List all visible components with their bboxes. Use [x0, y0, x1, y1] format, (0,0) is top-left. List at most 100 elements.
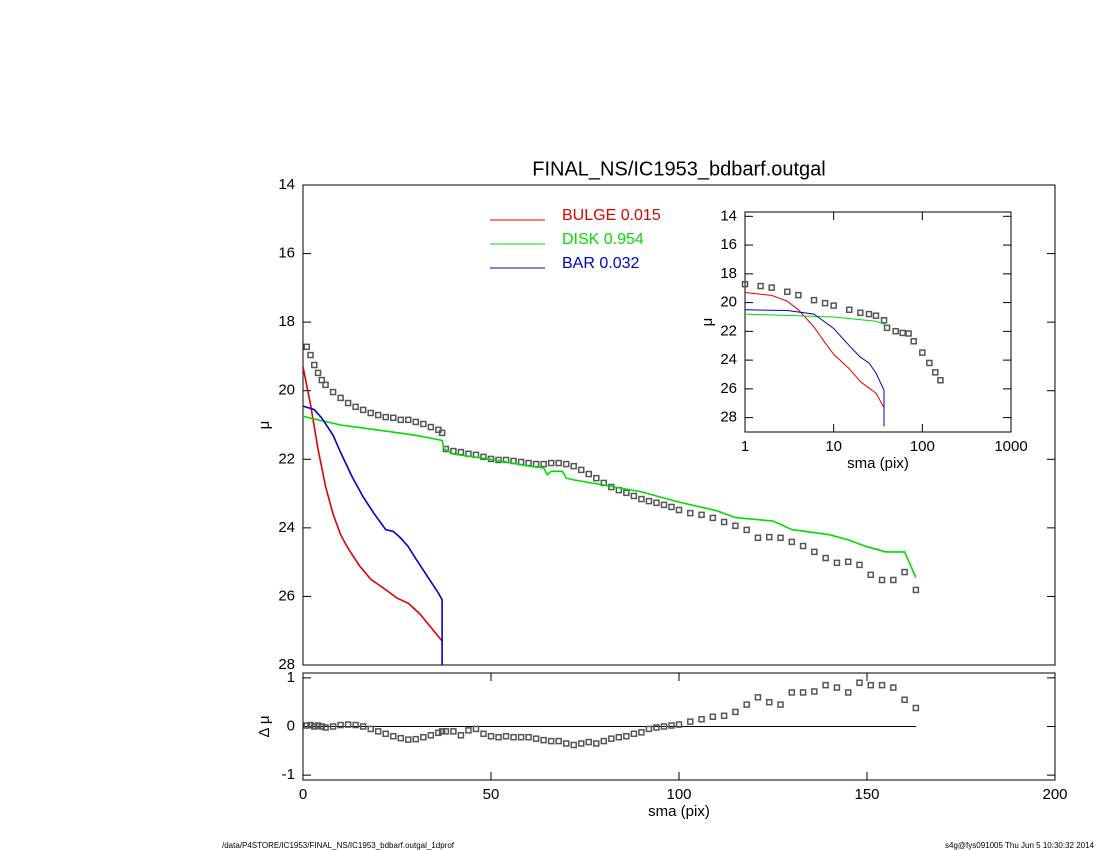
- data-point: [457, 732, 465, 739]
- data-point: [532, 460, 540, 468]
- data-point: [821, 299, 829, 307]
- data-point: [905, 330, 912, 337]
- data-point: [532, 735, 540, 742]
- data-point: [743, 526, 750, 534]
- footer-left: /data/P4STORE/IC1953/FINAL_NS/IC1953_bdb…: [222, 841, 455, 850]
- data-point: [799, 542, 807, 550]
- data-point: [502, 732, 510, 740]
- data-point: [472, 725, 480, 733]
- data-point: [912, 704, 920, 712]
- x-axis-label: sma (pix): [847, 455, 909, 472]
- data-point: [777, 534, 784, 542]
- data-point: [540, 736, 547, 744]
- data-point: [329, 388, 337, 396]
- data-point: [822, 681, 829, 689]
- y-tick-label: 14: [278, 176, 295, 193]
- model-line: [302, 405, 443, 665]
- data-point: [687, 718, 694, 725]
- data-point: [359, 406, 367, 414]
- data-point: [630, 730, 638, 738]
- x-tick-label: 150: [854, 786, 879, 803]
- data-point: [668, 722, 675, 729]
- y-tick-label: 1: [287, 669, 295, 686]
- data-point: [412, 418, 420, 426]
- data-point: [638, 729, 645, 736]
- data-point: [405, 736, 412, 743]
- data-point: [653, 499, 660, 507]
- data-point: [525, 459, 532, 467]
- data-point: [932, 369, 939, 376]
- data-point: [303, 343, 311, 351]
- data-point: [926, 359, 933, 367]
- data-point: [615, 733, 623, 741]
- data-point: [322, 381, 329, 389]
- main-frame: [302, 184, 1056, 666]
- data-point: [427, 423, 435, 431]
- data-point: [822, 554, 829, 562]
- data-point: [311, 723, 318, 730]
- data-point: [442, 728, 450, 735]
- y-tick-label: 24: [278, 519, 295, 536]
- data-point: [892, 327, 899, 335]
- data-point: [720, 518, 728, 526]
- data-point: [867, 571, 875, 579]
- legend-label: DISK 0.954: [562, 231, 644, 248]
- data-point: [314, 369, 322, 377]
- data-point: [754, 694, 762, 701]
- y-tick-label: -1: [282, 766, 295, 783]
- data-point: [698, 715, 705, 723]
- data-point: [799, 689, 807, 696]
- data-point: [768, 284, 775, 291]
- data-point: [438, 728, 446, 735]
- data-point: [322, 724, 329, 731]
- data-point: [585, 470, 593, 478]
- data-point: [480, 730, 487, 738]
- data-point: [412, 735, 420, 743]
- data-point: [435, 729, 442, 737]
- data-point: [593, 740, 600, 747]
- data-point: [311, 361, 318, 369]
- y-tick-label: 26: [720, 380, 737, 397]
- data-point: [307, 721, 314, 729]
- data-point: [765, 698, 773, 706]
- data-point: [420, 420, 427, 428]
- model-line: [744, 292, 885, 427]
- x-tick-label: 200: [1042, 786, 1067, 803]
- data-point: [577, 466, 585, 474]
- data-point: [846, 306, 853, 314]
- x-tick-label: 1000: [994, 438, 1027, 455]
- data-point: [653, 724, 660, 731]
- x-tick-label: 10: [825, 438, 842, 455]
- chart-title: FINAL_NS/IC1953_bdbarf.outgal: [532, 158, 826, 180]
- data-point: [555, 737, 562, 745]
- data-point: [777, 701, 784, 708]
- data-point: [374, 411, 382, 419]
- data-point: [833, 559, 841, 567]
- x-tick-label: 100: [666, 786, 691, 803]
- data-point: [901, 696, 908, 703]
- data-point: [585, 738, 593, 746]
- data-point: [405, 416, 412, 424]
- data-point: [382, 730, 389, 738]
- data-point: [510, 733, 517, 741]
- footer-right: s4g@fys091005 Thu Jun 5 10:30:32 2014: [945, 841, 1095, 850]
- model-line: [302, 415, 917, 578]
- data-point: [517, 733, 525, 741]
- data-point: [303, 722, 311, 729]
- data-point: [833, 684, 841, 691]
- data-point: [811, 548, 818, 556]
- data-point: [495, 733, 502, 741]
- data-point: [878, 576, 886, 584]
- y-tick-label: 0: [287, 717, 295, 734]
- data-point: [318, 376, 326, 384]
- data-point: [856, 679, 863, 686]
- x-tick-label: 0: [299, 786, 307, 803]
- data-point: [638, 495, 645, 503]
- data-point: [890, 576, 897, 584]
- data-point: [465, 727, 472, 734]
- data-point: [865, 310, 873, 318]
- y-tick-label: 28: [720, 409, 737, 426]
- data-point: [743, 701, 750, 708]
- data-point: [844, 689, 852, 696]
